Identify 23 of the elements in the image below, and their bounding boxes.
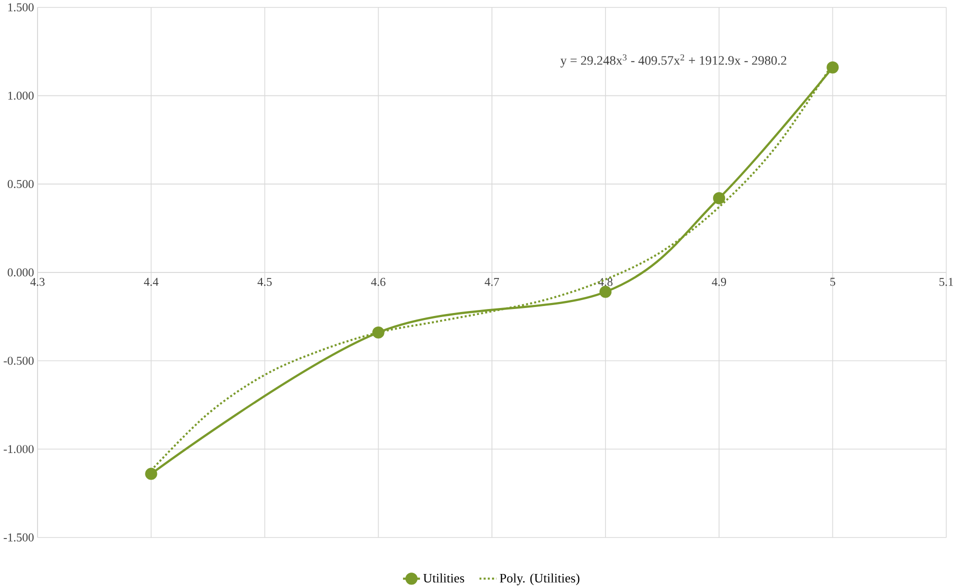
y-tick-label: -0.500 [4, 356, 34, 365]
legend-label: Utilities [423, 574, 464, 583]
y-tick-label: 1.500 [8, 3, 34, 12]
y-tick-label: -1.000 [4, 445, 34, 454]
y-tick-label: -1.500 [4, 533, 34, 542]
x-tick-label: 5.1 [940, 278, 953, 286]
x-tick-label: 5 [830, 278, 836, 286]
annotation: y = 29.248x$^{3}$ - 409.57x$^{2}$ + 1912.9x - 2980.2 [560, 54, 786, 68]
point [145, 468, 158, 480]
x-tick-label: 4.6 [371, 278, 386, 286]
point [599, 286, 612, 298]
point [372, 326, 384, 339]
y-tick-label: 0.000 [8, 268, 34, 277]
legend-label: Poly. (Utilities) [500, 574, 580, 586]
x-tick-label: 4.9 [712, 278, 726, 286]
x-tick-label: 4.7 [484, 278, 500, 286]
y-tick-label: 0.500 [8, 180, 34, 188]
x-tick-label: 4.4 [144, 278, 158, 286]
point [713, 192, 726, 204]
x-tick-label: 4.3 [30, 278, 45, 286]
point [826, 61, 839, 74]
x-tick-label: 4.5 [258, 278, 272, 286]
y-tick-label: 1.000 [8, 92, 34, 100]
